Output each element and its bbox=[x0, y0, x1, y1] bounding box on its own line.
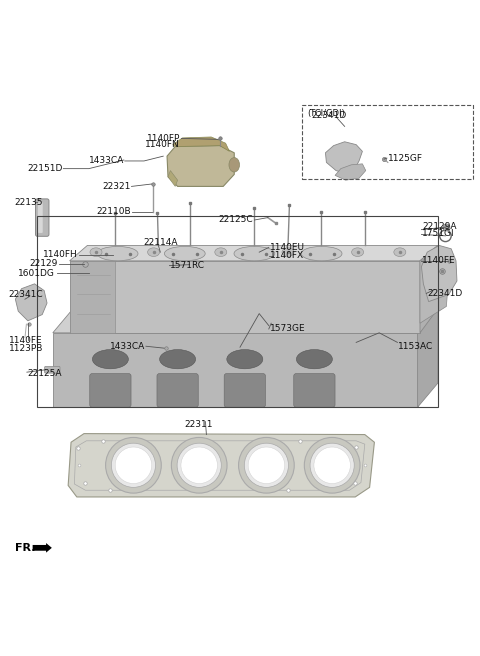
Text: 22135: 22135 bbox=[14, 197, 43, 207]
Polygon shape bbox=[70, 261, 115, 333]
Circle shape bbox=[171, 438, 227, 493]
Text: 22110B: 22110B bbox=[96, 207, 131, 216]
Text: 1601DG: 1601DG bbox=[18, 269, 55, 277]
Ellipse shape bbox=[97, 247, 138, 261]
Ellipse shape bbox=[227, 350, 263, 369]
Polygon shape bbox=[420, 245, 438, 333]
Text: 1140FE: 1140FE bbox=[9, 336, 42, 345]
Ellipse shape bbox=[297, 350, 333, 369]
FancyBboxPatch shape bbox=[224, 374, 265, 407]
Circle shape bbox=[244, 443, 288, 487]
Ellipse shape bbox=[92, 350, 129, 369]
Circle shape bbox=[106, 438, 161, 493]
Ellipse shape bbox=[229, 157, 240, 172]
Ellipse shape bbox=[164, 247, 205, 261]
Circle shape bbox=[115, 447, 152, 483]
Text: 1140FH: 1140FH bbox=[43, 250, 78, 259]
Text: 1140FE: 1140FE bbox=[422, 256, 456, 265]
Circle shape bbox=[314, 447, 350, 483]
Text: 1153AC: 1153AC bbox=[398, 342, 433, 351]
Polygon shape bbox=[420, 254, 449, 323]
Ellipse shape bbox=[215, 248, 227, 256]
Polygon shape bbox=[173, 137, 229, 152]
Ellipse shape bbox=[90, 248, 102, 256]
Text: 22151D: 22151D bbox=[27, 164, 62, 173]
Text: 22129A: 22129A bbox=[422, 222, 457, 231]
Ellipse shape bbox=[148, 248, 159, 256]
Text: 22114A: 22114A bbox=[143, 238, 178, 247]
Polygon shape bbox=[68, 434, 374, 497]
Text: 1123PB: 1123PB bbox=[9, 344, 43, 353]
Text: 1140FX: 1140FX bbox=[270, 251, 304, 260]
Ellipse shape bbox=[301, 247, 342, 261]
Polygon shape bbox=[418, 309, 438, 407]
Text: 22321: 22321 bbox=[102, 182, 131, 191]
Text: 22125A: 22125A bbox=[28, 369, 62, 378]
Text: 22341D: 22341D bbox=[427, 289, 462, 298]
Ellipse shape bbox=[159, 350, 196, 369]
FancyBboxPatch shape bbox=[45, 367, 60, 373]
FancyBboxPatch shape bbox=[36, 199, 49, 236]
Ellipse shape bbox=[282, 248, 294, 256]
FancyBboxPatch shape bbox=[90, 374, 131, 407]
Circle shape bbox=[248, 447, 285, 483]
Polygon shape bbox=[325, 142, 362, 173]
Polygon shape bbox=[15, 284, 47, 321]
Text: 22341C: 22341C bbox=[9, 290, 43, 299]
Text: 1140FP: 1140FP bbox=[146, 134, 180, 143]
Circle shape bbox=[181, 447, 217, 483]
Text: 1433CA: 1433CA bbox=[110, 342, 145, 351]
FancyArrow shape bbox=[33, 543, 52, 552]
Text: 1125GF: 1125GF bbox=[388, 154, 423, 163]
Text: 1573GE: 1573GE bbox=[270, 325, 305, 333]
Polygon shape bbox=[53, 333, 418, 407]
Bar bbox=[302, 105, 473, 179]
Text: 1571RC: 1571RC bbox=[170, 261, 205, 270]
Polygon shape bbox=[167, 146, 234, 186]
Polygon shape bbox=[70, 261, 420, 333]
Circle shape bbox=[111, 443, 156, 487]
Text: 22129: 22129 bbox=[29, 259, 58, 268]
Circle shape bbox=[239, 438, 294, 493]
FancyBboxPatch shape bbox=[294, 374, 335, 407]
Text: 22341D: 22341D bbox=[311, 111, 346, 120]
Polygon shape bbox=[168, 171, 178, 186]
Text: FR.: FR. bbox=[15, 543, 36, 553]
Circle shape bbox=[310, 443, 354, 487]
Text: 22125C: 22125C bbox=[219, 216, 253, 224]
Ellipse shape bbox=[234, 247, 275, 261]
Text: 1751GI: 1751GI bbox=[422, 229, 455, 238]
Text: 1140EU: 1140EU bbox=[270, 243, 305, 252]
Polygon shape bbox=[53, 309, 438, 333]
Ellipse shape bbox=[351, 248, 364, 256]
Bar bbox=[37, 216, 438, 407]
Circle shape bbox=[304, 438, 360, 493]
Text: (TCI/GDI): (TCI/GDI) bbox=[307, 109, 345, 117]
Circle shape bbox=[177, 443, 221, 487]
Polygon shape bbox=[421, 245, 457, 302]
Ellipse shape bbox=[394, 248, 406, 256]
Polygon shape bbox=[70, 245, 438, 261]
FancyBboxPatch shape bbox=[38, 202, 43, 233]
Text: 22311: 22311 bbox=[185, 420, 213, 430]
FancyBboxPatch shape bbox=[157, 374, 198, 407]
Polygon shape bbox=[335, 164, 366, 180]
Text: 1433CA: 1433CA bbox=[89, 157, 124, 165]
Text: 1140FN: 1140FN bbox=[145, 140, 180, 149]
